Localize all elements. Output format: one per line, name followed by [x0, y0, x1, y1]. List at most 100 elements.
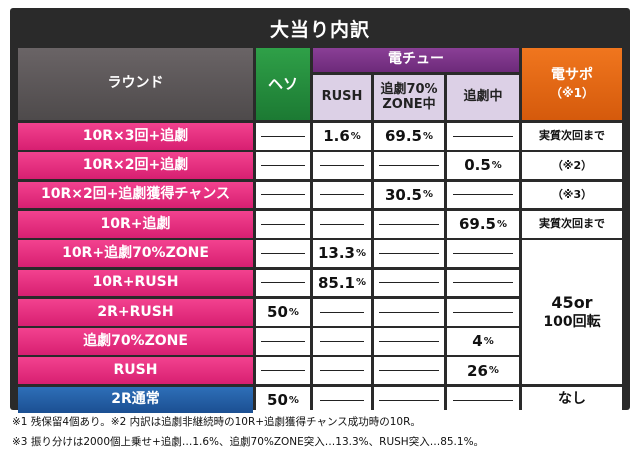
dash-mark: [453, 282, 513, 284]
cell-rush: [313, 181, 371, 209]
dash-mark: [261, 135, 305, 137]
footnote-1: ※1 残保留4個あり。※2 内訳は追劇非継続時の10R+追劇獲得チャンス成功時の…: [12, 416, 421, 428]
cell-zone: 69.5%: [374, 123, 444, 150]
row-label: 追劇70%ZONE: [18, 328, 253, 355]
percent-unit: %: [496, 218, 508, 230]
cell-value: 4: [472, 332, 483, 351]
row-label: 10R×2回+追劇獲得チャンス: [18, 181, 253, 209]
row-label: 10R+追劇: [18, 210, 253, 238]
cell-densapo: （※3）: [522, 181, 622, 209]
cell-densapo-merged: 45or 100回転: [522, 240, 622, 385]
cell-tsuigeki: [447, 123, 519, 150]
dash-mark: [453, 135, 513, 137]
header-den-chu: 電チュー: [313, 48, 519, 72]
cell-densapo: なし: [522, 386, 622, 414]
cell-zone: [374, 152, 444, 180]
cell-rush: [313, 152, 371, 180]
dash-mark: [261, 223, 305, 225]
dash-mark: [453, 253, 513, 255]
row-label: 10R+追劇70%ZONE: [18, 240, 253, 267]
dash-mark: [379, 165, 439, 167]
header-rush: RUSH: [313, 75, 371, 120]
cell-zone: [374, 386, 444, 414]
cell-rush: 1.6%: [313, 123, 371, 150]
cell-rush: [313, 357, 371, 385]
cell-zone: [374, 357, 444, 385]
header-heso: ヘソ: [256, 48, 310, 120]
dash-mark: [379, 253, 439, 255]
row-label: 10R+RUSH: [18, 269, 253, 297]
cell-value: 26: [467, 361, 488, 380]
row-label: 2R+RUSH: [18, 298, 253, 326]
cell-tsuigeki: [447, 269, 519, 297]
dash-mark: [379, 223, 439, 225]
percent-unit: %: [288, 394, 299, 406]
header-tsuigeki: 追劇中: [447, 75, 519, 120]
cell-value: 1.6: [323, 127, 350, 146]
dash-mark: [320, 165, 364, 167]
row-label: 2R通常: [18, 386, 253, 414]
header-zone-line1: 追劇70%: [380, 82, 438, 98]
percent-unit: %: [488, 365, 499, 377]
cell-value: 50: [267, 302, 288, 321]
cell-heso: [256, 181, 310, 209]
row-label: 10R×2回+追劇: [18, 152, 253, 180]
cell-tsuigeki: [447, 298, 519, 326]
dash-mark: [261, 340, 305, 342]
dash-mark: [261, 370, 305, 372]
percent-unit: %: [355, 248, 367, 260]
dash-mark: [379, 370, 439, 372]
cell-value: 50: [267, 390, 288, 409]
cell-heso: 50%: [256, 298, 310, 326]
footnote-2: ※3 振り分けは2000個上乗せ+追劇…1.6%、追劇70%ZONE突入…13.…: [12, 436, 485, 448]
cell-rush: [313, 328, 371, 355]
cell-zone: [374, 210, 444, 238]
percent-unit: %: [491, 160, 502, 172]
percent-unit: %: [350, 130, 361, 142]
cell-rush: [313, 210, 371, 238]
dash-mark: [320, 370, 364, 372]
cell-zone: [374, 298, 444, 326]
cell-value: 0.5: [464, 156, 491, 175]
row-label: RUSH: [18, 357, 253, 385]
dash-mark: [379, 340, 439, 342]
cell-heso: [256, 269, 310, 297]
cell-heso: 50%: [256, 386, 310, 414]
cell-tsuigeki: [447, 240, 519, 267]
cell-heso: [256, 152, 310, 180]
cell-heso: [256, 357, 310, 385]
row-label: 10R×3回+追劇: [18, 123, 253, 150]
dash-mark: [261, 282, 305, 284]
header-zone: 追劇70% ZONE中: [374, 75, 444, 120]
cell-heso: [256, 210, 310, 238]
percent-unit: %: [422, 189, 434, 201]
cell-densapo: 実質次回まで: [522, 210, 622, 238]
dash-mark: [320, 340, 364, 342]
densapo-merged-line1: 45or: [551, 292, 593, 312]
header-densapo-label: 電サポ: [551, 67, 593, 84]
cell-rush: 85.1%: [313, 269, 371, 297]
header-round: ラウンド: [18, 48, 253, 120]
cell-tsuigeki: [447, 181, 519, 209]
percent-unit: %: [355, 277, 367, 289]
dash-mark: [453, 399, 513, 401]
cell-rush: [313, 298, 371, 326]
cell-densapo: 実質次回まで: [522, 123, 622, 150]
cell-tsuigeki: 0.5%: [447, 152, 519, 180]
cell-value: 85.1: [317, 273, 355, 292]
cell-value: 13.3: [317, 244, 355, 263]
page-title: 大当り内訳: [269, 18, 370, 41]
cell-tsuigeki: 4%: [447, 328, 519, 355]
cell-zone: [374, 269, 444, 297]
dash-mark: [320, 399, 364, 401]
cell-zone: [374, 240, 444, 267]
cell-value: 30.5: [384, 185, 422, 204]
dash-mark: [261, 165, 305, 167]
cell-value: 69.5: [384, 127, 422, 146]
cell-heso: [256, 328, 310, 355]
cell-tsuigeki: [447, 386, 519, 414]
cell-rush: [313, 386, 371, 414]
dash-mark: [453, 194, 513, 196]
cell-densapo: （※2）: [522, 152, 622, 180]
cell-tsuigeki: 69.5%: [447, 210, 519, 238]
